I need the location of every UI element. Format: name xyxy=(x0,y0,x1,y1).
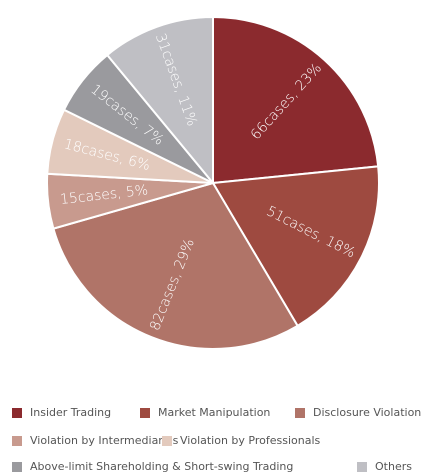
pie-slice xyxy=(212,15,380,185)
pie-slice xyxy=(52,181,299,350)
legend-label: Insider Trading xyxy=(30,406,111,419)
legend-swatch xyxy=(162,436,172,446)
legend-swatch xyxy=(295,408,305,418)
legend-label: Violation by Professionals xyxy=(180,434,321,447)
pie-slice xyxy=(211,165,380,328)
legend-label: Violation by Intermediaries xyxy=(30,434,179,447)
legend-swatch xyxy=(12,462,22,472)
legend-swatch xyxy=(140,408,150,418)
legend-swatch xyxy=(357,462,367,472)
legend-label: Others xyxy=(375,460,412,473)
legend-label: Market Manipulation xyxy=(158,406,270,419)
legend-swatch xyxy=(12,436,22,446)
legend-swatch xyxy=(12,408,22,418)
legend-label: Disclosure Violation xyxy=(313,406,421,419)
pie-slice xyxy=(105,15,214,186)
legend-label: Above-limit Shareholding & Short-swing T… xyxy=(30,460,293,473)
